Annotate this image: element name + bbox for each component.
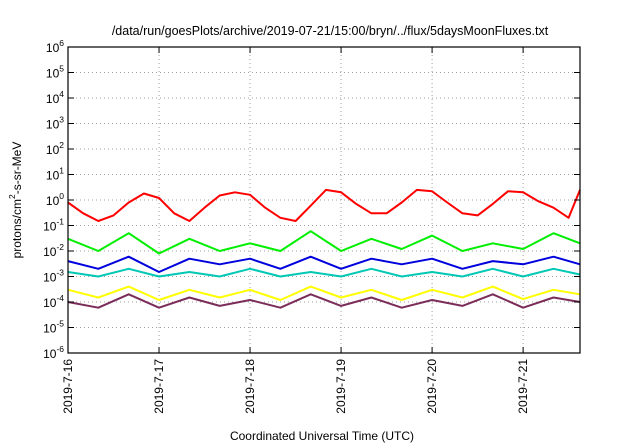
- grid-lines: [68, 47, 580, 353]
- x-tick-label: 2019-7-20: [425, 359, 439, 414]
- y-tick-label: 10-1: [43, 217, 64, 234]
- y-tick-label: 102: [46, 140, 64, 157]
- y-tick-label: 10-3: [43, 268, 64, 285]
- y-tick-label: 106: [46, 38, 64, 55]
- y-tick-label: 10-4: [43, 293, 64, 310]
- x-tick-label: 2019-7-21: [516, 359, 530, 414]
- x-tick-label: 2019-7-17: [152, 359, 166, 414]
- series-line-2: [67, 230, 581, 255]
- y-axis-label: protons/cm2-s-sr-MeV: [7, 142, 24, 259]
- x-tick-label: 2019-7-16: [61, 359, 75, 414]
- series-line-1: [67, 188, 581, 222]
- x-tick-label: 2019-7-19: [334, 359, 348, 414]
- y-tick-label: 105: [46, 64, 64, 81]
- series-line-4: [67, 267, 581, 278]
- y-tick-label: 100: [46, 191, 64, 208]
- series-lines: [67, 188, 581, 309]
- series-line-3: [67, 255, 581, 273]
- y-tick-label: 10-5: [43, 319, 64, 336]
- x-axis-ticks: 2019-7-16 2019-7-17 2019-7-18 2019-7-19 2019…: [61, 47, 530, 414]
- y-axis-ticks: 10-6 10-5 10-4 10-3 10-2 10-1 100 101 102 103 104 1…: [43, 38, 580, 361]
- y-tick-label: 104: [46, 89, 64, 106]
- y-tick-label: 10-6: [43, 344, 64, 361]
- y-tick-label: 103: [46, 115, 64, 132]
- series-line-5: [67, 285, 581, 301]
- series-line-6: [67, 293, 581, 309]
- x-tick-label: 2019-7-18: [243, 359, 257, 414]
- y-tick-label: 10-2: [43, 242, 64, 259]
- chart-title: /data/run/goesPlots/archive/2019-07-21/1…: [112, 24, 549, 38]
- y-tick-label: 101: [46, 166, 64, 183]
- x-axis-label: Coordinated Universal Time (UTC): [230, 429, 414, 443]
